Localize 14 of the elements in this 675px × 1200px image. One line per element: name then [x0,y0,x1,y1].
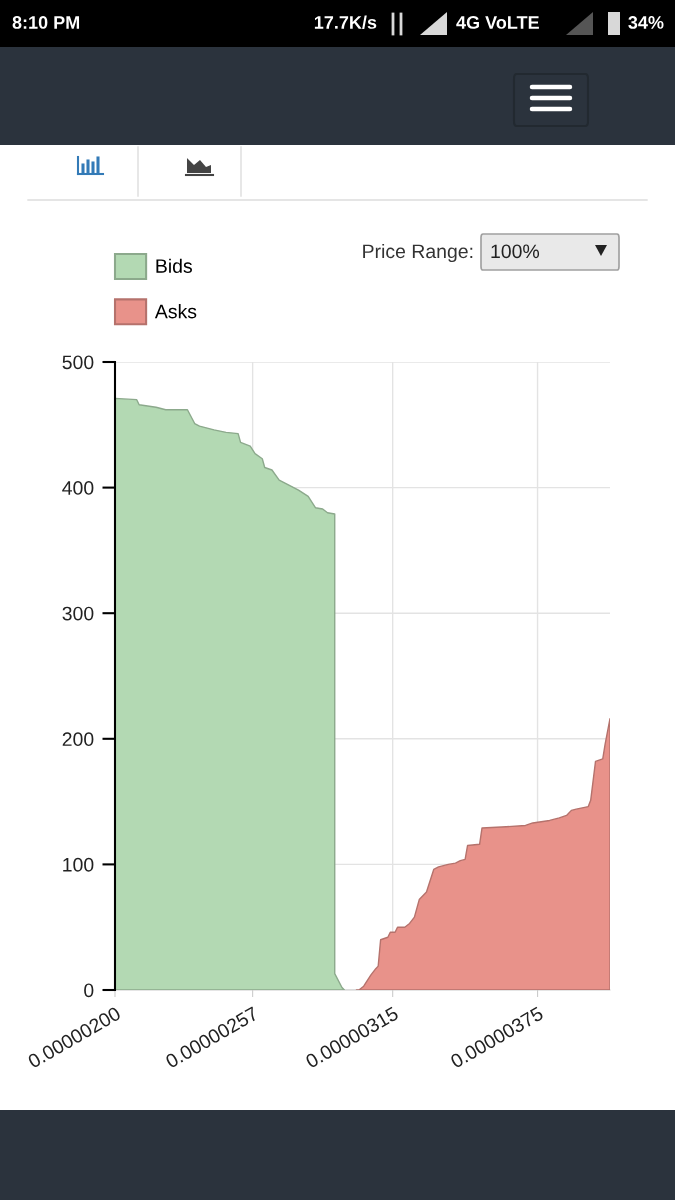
text: 8:10 PM [12,16,80,29]
y-tick-label: 200 [62,732,94,747]
y-tick-label: 100 [63,857,94,872]
text: 17.7K/s [314,15,377,30]
y-tick-label: 400 [62,481,94,495]
text: Price Range: [363,243,473,263]
y-tick-label: 300 [62,606,94,621]
y-tick-label: 500 [62,355,94,370]
y-tick-label: 0 [84,983,94,998]
text: 4G VoLTE [456,16,539,29]
legend-label: Asks [154,304,197,319]
legend-label: Bids [156,258,192,273]
text: 100% [491,244,540,259]
text: 34% [628,16,664,29]
